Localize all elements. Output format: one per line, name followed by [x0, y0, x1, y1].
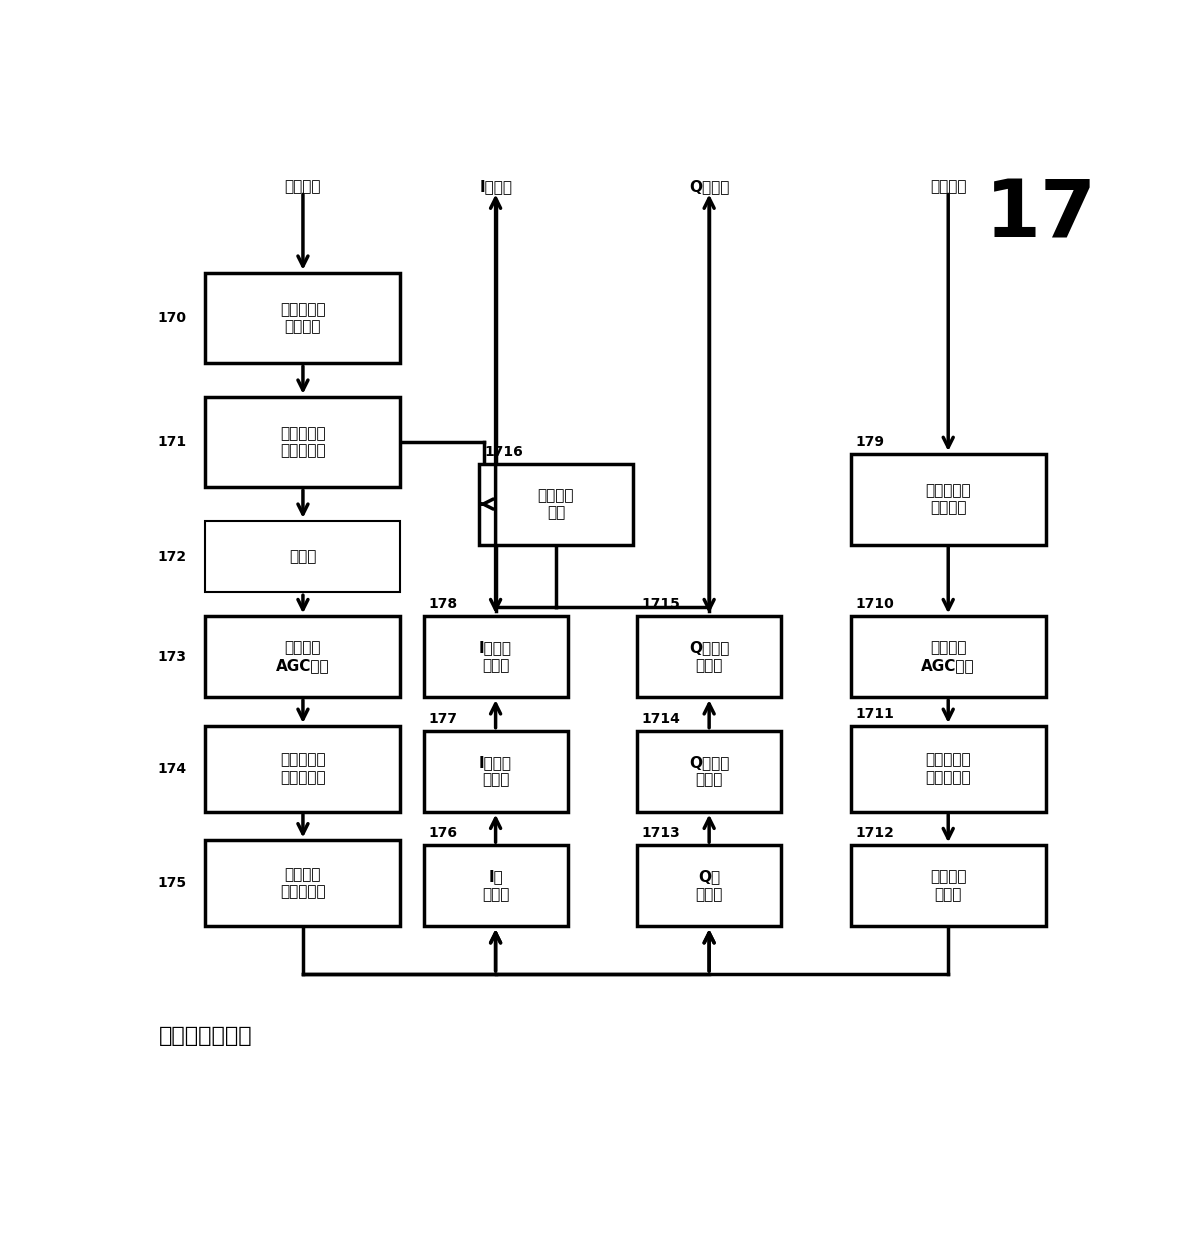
Text: 参考取样
正交功分器: 参考取样 正交功分器: [280, 867, 326, 900]
Text: I路
乘法器: I路 乘法器: [482, 870, 509, 902]
Text: 170: 170: [158, 311, 187, 325]
Bar: [424, 845, 568, 927]
Text: 参考取样功
率监测模块: 参考取样功 率监测模块: [280, 426, 326, 458]
Text: 逻辑控制
模块: 逻辑控制 模块: [538, 488, 574, 520]
Bar: [851, 726, 1046, 812]
Bar: [206, 616, 400, 698]
Text: 176: 176: [429, 826, 458, 840]
Bar: [479, 463, 633, 545]
Text: 174: 174: [158, 762, 187, 776]
Bar: [851, 453, 1046, 545]
Text: 自适应控制电路: 自适应控制电路: [159, 1026, 253, 1046]
Text: 178: 178: [429, 597, 458, 611]
Text: Q路权值: Q路权值: [689, 180, 730, 195]
Text: 1714: 1714: [642, 712, 680, 726]
Text: Q路低通
滤波器: Q路低通 滤波器: [689, 755, 730, 788]
Text: 误差取样
AGC模块: 误差取样 AGC模块: [921, 641, 975, 673]
Bar: [206, 273, 400, 363]
Bar: [206, 840, 400, 927]
Bar: [637, 845, 781, 927]
Text: 误差取样: 误差取样: [930, 180, 967, 195]
Text: 第一固定增
益调整模块: 第一固定增 益调整模块: [925, 752, 972, 786]
Text: 17: 17: [985, 176, 1097, 254]
Text: 1716: 1716: [484, 445, 522, 458]
Text: 误差取样
功分器: 误差取样 功分器: [930, 870, 967, 902]
Bar: [206, 520, 400, 592]
Bar: [424, 731, 568, 812]
Text: 参考取样: 参考取样: [285, 180, 321, 195]
Text: 延时器: 延时器: [289, 549, 316, 564]
Text: 第二频带选
择滤波器: 第二频带选 择滤波器: [280, 302, 326, 335]
Bar: [637, 616, 781, 698]
Text: 第一频带选
择滤波器: 第一频带选 择滤波器: [925, 483, 972, 515]
Text: 1710: 1710: [855, 597, 894, 611]
Text: 1713: 1713: [642, 826, 680, 840]
Bar: [851, 616, 1046, 698]
Text: Q路
乘法器: Q路 乘法器: [696, 870, 722, 902]
Text: I路权值: I路权值: [479, 180, 513, 195]
Text: 177: 177: [429, 712, 458, 726]
Text: 参考取样
AGC模块: 参考取样 AGC模块: [276, 641, 329, 673]
Text: I路低通
滤波器: I路低通 滤波器: [479, 755, 512, 788]
Text: 1715: 1715: [642, 597, 680, 611]
Text: 175: 175: [158, 876, 187, 891]
Bar: [206, 396, 400, 487]
Bar: [424, 616, 568, 698]
Bar: [206, 726, 400, 812]
Text: 172: 172: [158, 550, 187, 564]
Text: 1711: 1711: [855, 707, 894, 721]
Text: I路可控
积分器: I路可控 积分器: [479, 641, 512, 673]
Text: 173: 173: [158, 649, 187, 664]
Bar: [851, 845, 1046, 927]
Text: 179: 179: [855, 435, 884, 450]
Bar: [637, 731, 781, 812]
Text: 171: 171: [158, 435, 187, 449]
Text: Q路可控
积分器: Q路可控 积分器: [689, 641, 730, 673]
Text: 1712: 1712: [855, 826, 894, 840]
Text: 第二固定增
益调整模块: 第二固定增 益调整模块: [280, 752, 326, 786]
